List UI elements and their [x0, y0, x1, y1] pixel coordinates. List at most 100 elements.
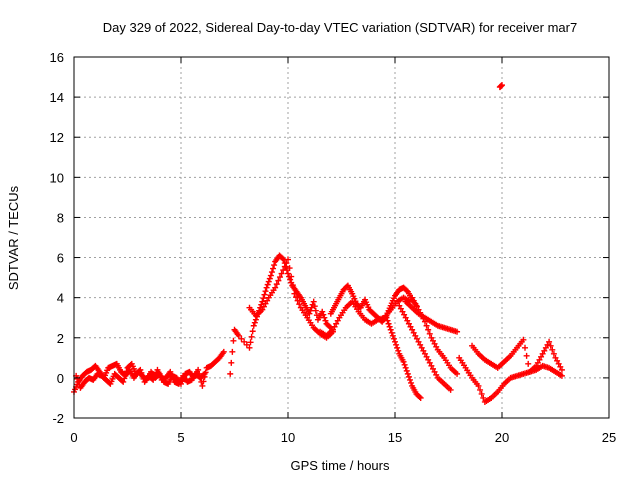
data-point	[536, 356, 543, 363]
data-point	[388, 329, 395, 336]
data-point	[260, 295, 267, 302]
data-point	[544, 341, 551, 348]
data-point	[138, 369, 145, 376]
data-point	[266, 275, 273, 282]
data-point	[412, 300, 419, 307]
data-point	[408, 379, 415, 386]
data-point	[137, 366, 144, 373]
data-point	[421, 350, 428, 357]
data-point	[296, 301, 303, 308]
data-point	[334, 317, 341, 324]
data-point	[394, 344, 401, 351]
data-point	[329, 326, 336, 333]
data-point	[250, 322, 257, 329]
data-point	[405, 373, 412, 380]
data-point	[403, 367, 410, 374]
x-tick-label: 10	[281, 430, 295, 445]
data-point	[264, 281, 271, 288]
data-point	[285, 270, 291, 277]
data-point	[321, 314, 328, 321]
data-point	[120, 378, 127, 385]
data-point	[249, 328, 256, 335]
data-point	[415, 338, 422, 345]
data-point	[122, 371, 129, 378]
y-tick-label: 16	[50, 50, 64, 65]
data-point	[404, 317, 411, 324]
data-point	[413, 335, 420, 342]
data-point	[270, 265, 277, 272]
data-point	[201, 370, 208, 377]
data-point	[410, 297, 417, 304]
data-point	[404, 370, 411, 377]
data-point	[396, 302, 403, 309]
data-point	[75, 378, 82, 385]
data-point	[428, 334, 435, 341]
y-tick-label: 2	[57, 331, 64, 346]
y-tick-label: 4	[57, 291, 64, 306]
x-tick-label: 25	[602, 430, 616, 445]
data-point	[389, 332, 396, 339]
data-point	[402, 314, 409, 321]
data-point	[454, 370, 461, 377]
data-point	[547, 342, 554, 349]
data-point	[557, 363, 564, 370]
data-point	[271, 262, 278, 269]
y-tick-label: 0	[57, 371, 64, 386]
data-point	[331, 323, 338, 330]
data-point	[260, 303, 267, 310]
data-point	[384, 317, 391, 324]
data-point	[395, 347, 402, 354]
data-point	[534, 359, 541, 366]
data-point	[401, 361, 408, 368]
data-point	[235, 332, 242, 339]
data-point	[383, 314, 390, 321]
data-point	[306, 310, 313, 317]
data-point	[407, 323, 414, 330]
data-point	[554, 357, 561, 364]
data-point	[426, 359, 433, 366]
data-point	[425, 356, 432, 363]
chart-title: Day 329 of 2022, Sidereal Day-to-day VTE…	[103, 20, 577, 35]
data-point	[265, 278, 272, 285]
data-point	[478, 390, 485, 397]
data-point	[423, 353, 430, 360]
data-point	[425, 326, 432, 333]
data-point	[288, 273, 295, 280]
data-point	[401, 311, 408, 318]
y-axis-label: SDTVAR / TECUs	[6, 185, 21, 290]
x-tick-label: 0	[70, 430, 77, 445]
data-point	[538, 353, 545, 360]
data-point	[385, 320, 392, 327]
data-point	[262, 300, 269, 307]
data-point	[276, 274, 283, 281]
data-point	[230, 337, 237, 344]
data-point	[409, 326, 416, 333]
data-point	[418, 344, 425, 351]
data-point	[319, 308, 326, 315]
data-point	[406, 376, 413, 383]
data-point	[402, 364, 409, 371]
data-point	[390, 335, 397, 342]
data-point	[546, 338, 553, 345]
x-tick-labels: 0 5 10 15 20 25	[70, 430, 616, 445]
data-point	[261, 291, 268, 298]
plot-frame	[73, 56, 610, 419]
data-point	[429, 337, 436, 344]
data-point	[447, 386, 454, 393]
data-point	[410, 329, 417, 336]
data-point	[423, 322, 430, 329]
data-point	[322, 317, 329, 324]
data-point	[397, 305, 404, 312]
data-point	[420, 347, 427, 354]
data-point	[405, 320, 412, 327]
data-point	[539, 350, 546, 357]
data-point	[480, 394, 487, 401]
data-point	[275, 277, 282, 284]
data-point	[523, 352, 530, 359]
data-point	[386, 323, 393, 330]
data-point	[307, 307, 314, 314]
grid-lines	[74, 57, 609, 418]
data-point	[121, 375, 128, 382]
data-point	[555, 360, 562, 367]
data-point	[273, 281, 280, 288]
